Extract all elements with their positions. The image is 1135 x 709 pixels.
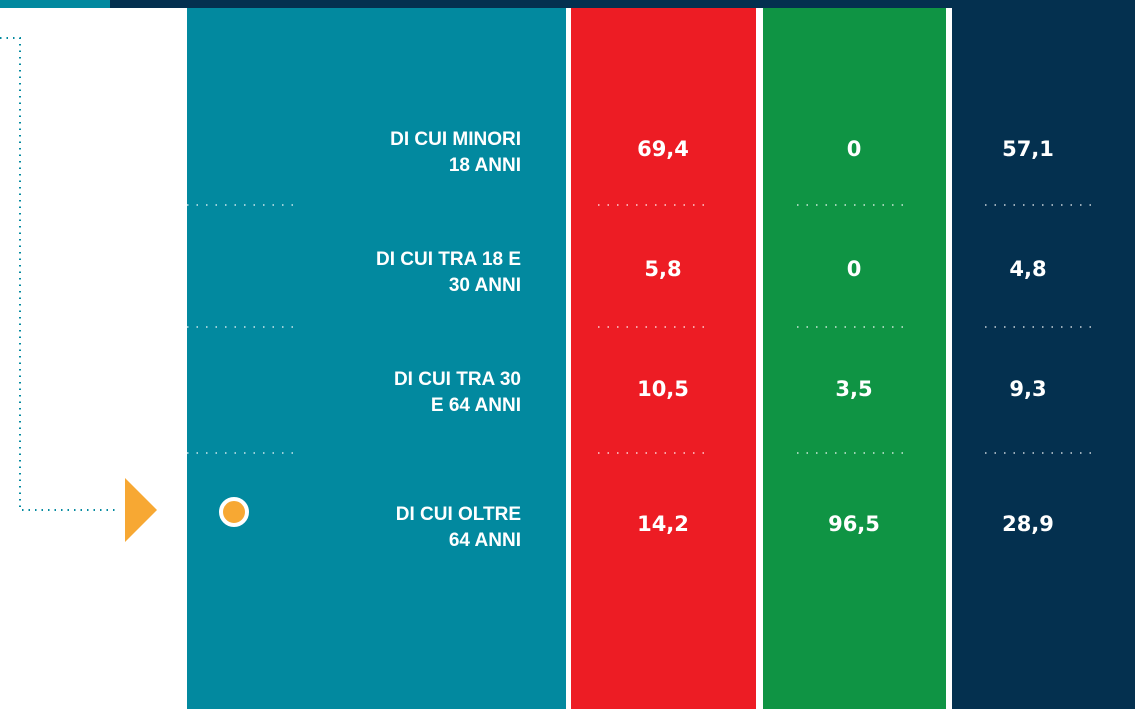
arrow	[125, 478, 157, 542]
row-label: DI CUI MINORI	[390, 129, 521, 150]
cell-value: 57,1	[1002, 137, 1054, 161]
row-label: 64 ANNI	[449, 530, 521, 551]
row-label: DI CUI OLTRE	[396, 504, 521, 525]
cell-value: 4,8	[1009, 257, 1046, 281]
top-bar	[0, 0, 1135, 8]
top-bar-accent	[0, 0, 110, 8]
cell-value: 96,5	[828, 512, 880, 536]
cell-value: 10,5	[637, 377, 689, 401]
row-label: 30 ANNI	[449, 275, 521, 296]
cell-value: 0	[847, 137, 862, 161]
connector	[0, 37, 118, 511]
red-column	[571, 8, 756, 709]
marker	[219, 497, 249, 527]
cell-value: 9,3	[1009, 377, 1046, 401]
row-label: 18 ANNI	[449, 155, 521, 176]
cell-value: 69,4	[637, 137, 689, 161]
row-label: DI CUI TRA 30	[394, 369, 521, 390]
label-column	[187, 8, 566, 709]
row-label: E 64 ANNI	[431, 395, 521, 416]
cell-value: 0	[847, 257, 862, 281]
navy-column	[952, 0, 1135, 709]
cell-value: 14,2	[637, 512, 689, 536]
cell-value: 5,8	[644, 257, 681, 281]
cell-value: 28,9	[1002, 512, 1054, 536]
green-column	[763, 8, 946, 709]
row-label: DI CUI TRA 18 E	[376, 249, 521, 270]
cell-value: 3,5	[835, 377, 872, 401]
